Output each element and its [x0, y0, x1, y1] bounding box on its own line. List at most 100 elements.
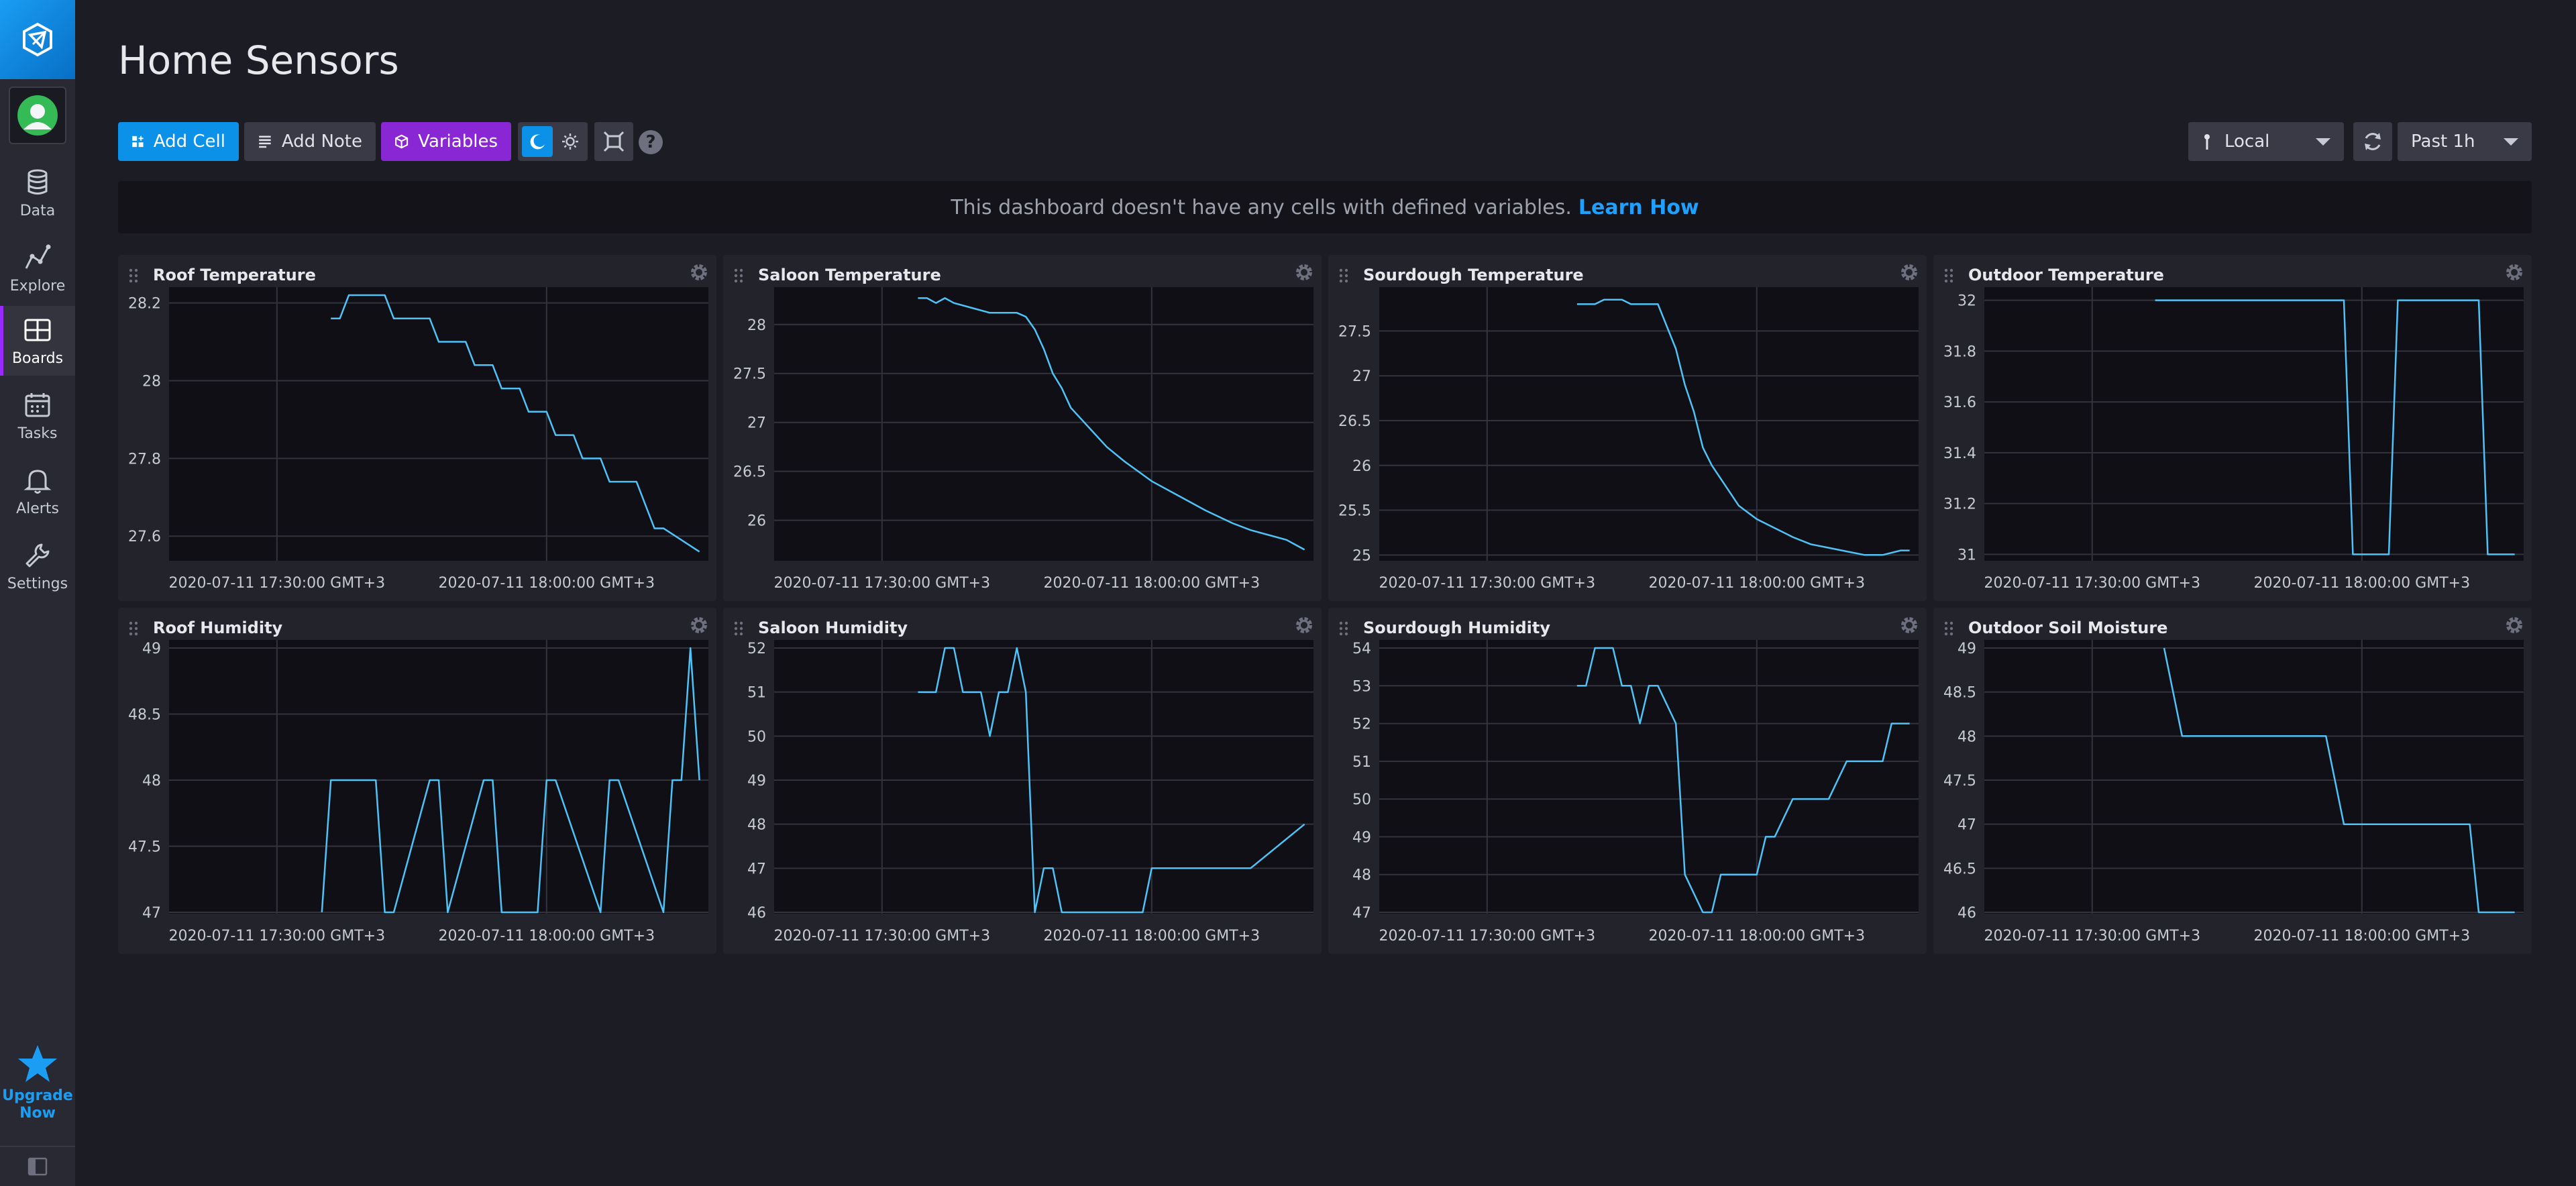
series-line	[1576, 647, 1910, 914]
add-cell-button[interactable]: Add Cell	[118, 122, 239, 161]
dark-mode-button[interactable]	[522, 126, 553, 157]
dashboard-cell[interactable]: Roof Temperature 28.2 28 27.8 27.6 2020-07-11…	[118, 255, 716, 601]
series-line	[918, 647, 1305, 914]
upgrade-now-link[interactable]: Upgrade Now	[0, 1043, 75, 1130]
timezone-dropdown[interactable]: Local	[2188, 122, 2344, 161]
y-tick-label: 28	[747, 317, 766, 334]
gear-icon[interactable]	[1900, 263, 1919, 282]
x-tick-label: 2020-07-11 18:00:00 GMT+3	[439, 575, 655, 592]
sidebar-item-alerts[interactable]: Alerts	[0, 456, 75, 526]
gear-icon[interactable]	[1900, 616, 1919, 635]
cell-title: Sourdough Humidity	[1363, 618, 1550, 637]
x-tick-label: 2020-07-11 18:00:00 GMT+3	[1044, 928, 1260, 945]
user-avatar[interactable]	[9, 87, 66, 144]
line-chart: 27.5 27 26.5 26 25.5 25 2020-07-11 17:30:00 GM…	[1338, 287, 1919, 592]
series-line	[918, 297, 1305, 551]
learn-how-link[interactable]: Learn How	[1578, 195, 1699, 219]
line-chart: 28 27.5 27 26.5 26 2020-07-11 17:30:00 GMT+3 2…	[733, 287, 1313, 592]
dashboard-cell[interactable]: Sourdough Temperature 27.5 27 26.5 26 25.5 25 2…	[1328, 255, 1927, 601]
x-tick-label: 2020-07-11 18:00:00 GMT+3	[2254, 928, 2471, 945]
theme-toggle	[518, 122, 588, 161]
sun-icon	[562, 133, 578, 150]
sidebar-item-tasks[interactable]: Tasks	[0, 381, 75, 451]
sidebar: Data Explore Boards Tasks Alerts Setting…	[0, 0, 75, 1186]
y-tick-label: 47	[1957, 817, 1976, 834]
cell-title: Sourdough Temperature	[1363, 266, 1584, 284]
pin-icon	[2204, 134, 2210, 150]
light-mode-button[interactable]	[555, 126, 585, 157]
gear-icon[interactable]	[2505, 263, 2524, 282]
refresh-icon	[2365, 133, 2381, 150]
notice-text: This dashboard doesn't have any cells wi…	[951, 195, 1572, 219]
drag-handle-icon[interactable]	[1943, 268, 1957, 283]
drag-handle-icon[interactable]	[127, 268, 142, 283]
time-range-dropdown[interactable]: Past 1h	[2398, 122, 2532, 161]
add-cell-icon	[132, 136, 144, 148]
sidebar-item-explore[interactable]: Explore	[0, 233, 75, 303]
help-icon[interactable]: ?	[639, 130, 663, 154]
gear-icon[interactable]	[2505, 616, 2524, 635]
dashboard-icon	[24, 319, 51, 341]
drag-handle-icon[interactable]	[1338, 621, 1352, 636]
presentation-mode-button[interactable]	[594, 122, 633, 161]
gear-icon[interactable]	[690, 263, 708, 282]
cube-icon	[395, 134, 409, 149]
y-tick-label: 49	[1352, 829, 1371, 846]
y-tick-label: 51	[1352, 754, 1371, 771]
dashboard-cell[interactable]: Sourdough Humidity 54 53 52 51 50 49 48 47 2020-0…	[1328, 608, 1927, 954]
y-tick-label: 48.5	[128, 707, 161, 724]
sidebar-item-boards[interactable]: Boards	[0, 306, 75, 376]
refresh-button[interactable]	[2353, 122, 2392, 161]
line-chart: 49 48.5 48 47.5 47 46.5 46 2020-07-11 17:30:00 …	[1943, 640, 2524, 945]
add-note-button[interactable]: Add Note	[244, 122, 376, 161]
dashboard-cell[interactable]: Saloon Humidity 52 51 50 49 48 47 46 2020-07-11 …	[723, 608, 1322, 954]
drag-handle-icon[interactable]	[1943, 621, 1957, 636]
plot-area	[169, 640, 708, 914]
drag-handle-icon[interactable]	[733, 268, 747, 283]
y-tick-label: 49	[1957, 641, 1976, 657]
plot-area	[774, 640, 1313, 914]
chevron-down-icon	[2316, 138, 2330, 146]
sidebar-item-data[interactable]: Data	[0, 158, 75, 228]
dashboard-cell[interactable]: Outdoor Temperature 32 31.8 31.6 31.4 31.2 31 2…	[1933, 255, 2532, 601]
drag-handle-icon[interactable]	[1338, 268, 1352, 283]
x-tick-label: 2020-07-11 17:30:00 GMT+3	[169, 575, 386, 592]
x-tick-label: 2020-07-11 17:30:00 GMT+3	[774, 575, 991, 592]
influxdb-logo[interactable]	[0, 0, 75, 79]
y-tick-label: 31.4	[1943, 445, 1976, 462]
y-tick-label: 27.5	[733, 366, 766, 383]
sidebar-item-label: Explore	[9, 277, 66, 294]
plot-area	[1984, 287, 2524, 561]
y-tick-label: 49	[142, 641, 161, 657]
wrench-icon	[25, 543, 50, 567]
y-tick-label: 54	[1352, 641, 1371, 657]
drag-handle-icon[interactable]	[733, 621, 747, 636]
sidebar-item-settings[interactable]: Settings	[0, 531, 75, 601]
sidebar-collapse-button[interactable]	[0, 1146, 75, 1186]
note-icon	[259, 136, 271, 148]
chevron-down-icon	[2504, 138, 2518, 146]
y-tick-label: 27	[747, 415, 766, 432]
series-line	[2155, 299, 2515, 555]
page-title[interactable]: Home Sensors	[118, 38, 399, 83]
y-tick-label: 47.5	[128, 839, 161, 856]
dashboard-cell[interactable]: Saloon Temperature 28 27.5 27 26.5 26 2020-07-…	[723, 255, 1322, 601]
x-tick-label: 2020-07-11 18:00:00 GMT+3	[2254, 575, 2471, 592]
drag-handle-icon[interactable]	[127, 621, 142, 636]
cell-title: Roof Temperature	[153, 266, 316, 284]
line-chart: 49 48.5 48 47.5 47 2020-07-11 17:30:00 GMT+3 2…	[128, 640, 708, 945]
line-chart: 54 53 52 51 50 49 48 47 2020-07-11 17:30:00 GMT+…	[1352, 640, 1919, 945]
x-tick-label: 2020-07-11 17:30:00 GMT+3	[1379, 928, 1596, 945]
y-tick-label: 48.5	[1943, 685, 1976, 702]
y-tick-label: 46	[1957, 905, 1976, 922]
timezone-value: Local	[2224, 131, 2270, 152]
gear-icon[interactable]	[690, 616, 708, 635]
variables-button[interactable]: Variables	[381, 122, 511, 161]
dashboard-cell[interactable]: Outdoor Soil Moisture 49 48.5 48 47.5 47 46.5 4…	[1933, 608, 2532, 954]
dashboard-cell[interactable]: Roof Humidity 49 48.5 48 47.5 47 2020-07-11 17…	[118, 608, 716, 954]
gear-icon[interactable]	[1295, 263, 1313, 282]
y-tick-label: 47	[1352, 905, 1371, 922]
cell-title: Saloon Humidity	[758, 618, 908, 637]
y-tick-label: 46	[747, 905, 766, 922]
gear-icon[interactable]	[1295, 616, 1313, 635]
